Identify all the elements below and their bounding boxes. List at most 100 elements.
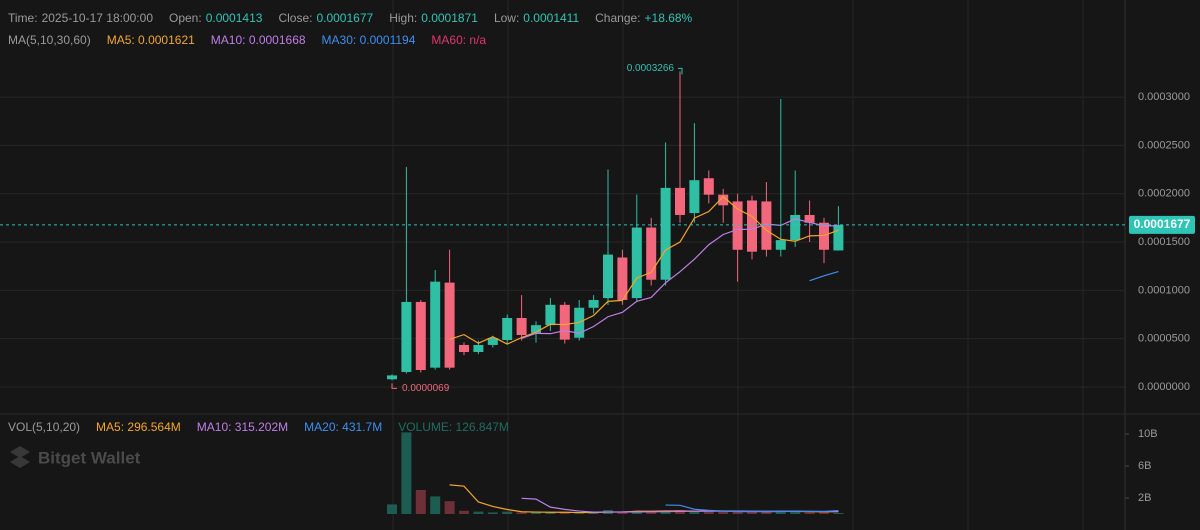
vol-legend: VOL(5,10,20) MA5: 296.564M MA10: 315.202M M…	[8, 420, 509, 434]
volume-bar	[387, 504, 397, 514]
candle-body	[804, 214, 815, 223]
info-value: 0.0001411	[523, 11, 580, 25]
volume-bar	[804, 512, 815, 514]
candle-body	[819, 222, 829, 250]
info-value: 0.0001413	[205, 11, 263, 25]
volume-bar	[473, 511, 484, 514]
volume-bar	[516, 512, 527, 514]
legend-entry: MA10: 315.202M	[196, 420, 289, 434]
min-pointer	[391, 383, 397, 389]
info-item: Change: +18.68%	[595, 11, 692, 25]
info-label: Change:	[595, 11, 641, 25]
ma-line	[521, 218, 839, 340]
candle-body	[747, 200, 757, 252]
candle-body	[487, 338, 498, 345]
volume-bar	[531, 512, 541, 514]
candle-body	[415, 301, 426, 370]
candle-body	[646, 227, 657, 280]
candle-body	[675, 187, 685, 215]
volume-bar	[689, 510, 700, 514]
ma-line	[809, 271, 839, 282]
volume-bar	[675, 510, 685, 514]
volume-bar	[703, 511, 714, 514]
legend-entry: VOLUME: 126.847M	[398, 420, 509, 434]
watermark-logo	[10, 446, 30, 468]
candle-body	[430, 281, 441, 368]
volume-bar	[574, 513, 585, 514]
y-tick-label: 0.0002000	[1138, 188, 1190, 200]
volume-bar	[430, 496, 441, 514]
legend-title: MA(5,10,30,60)	[8, 33, 91, 47]
info-row: Time: 2025-10-17 18:00:00 Open: 0.0001413 Cl…	[8, 11, 692, 25]
info-label: Close:	[278, 11, 313, 25]
info-item: Close: 0.0001677	[278, 11, 373, 25]
info-value: 0.0001677	[316, 11, 374, 25]
candle-body	[545, 304, 556, 326]
y-tick-label: 0.0003000	[1138, 91, 1190, 103]
volume-bar	[761, 511, 772, 514]
info-item: Open: 0.0001413	[169, 11, 262, 25]
volume-bar	[545, 512, 556, 514]
legend-title: VOL(5,10,20)	[8, 420, 81, 434]
candle-body	[703, 178, 714, 195]
candle-body	[516, 317, 527, 336]
candle-body	[732, 201, 743, 250]
volume-bar	[718, 511, 729, 514]
y-tick-label: 0.0002500	[1138, 139, 1190, 151]
annotation: 0.0003266	[627, 63, 675, 74]
volume-bar	[819, 512, 829, 514]
volume-bar	[415, 490, 426, 514]
legend-entry: MA5: 296.564M	[96, 420, 181, 434]
y-tick-label: 0.0000000	[1138, 381, 1190, 393]
y-tick-label: 0.0001500	[1138, 236, 1190, 248]
y-tick-label: 0.0000500	[1138, 333, 1190, 345]
volume-bar	[790, 511, 801, 514]
volume-bar	[401, 432, 412, 514]
last-price-box	[1129, 215, 1195, 234]
candle-body	[761, 201, 772, 250]
y-tick-label: 6B	[1138, 460, 1151, 472]
legend-entry: MA30: 0.0001194	[321, 33, 416, 47]
volume-bar	[502, 511, 513, 514]
info-label: High:	[389, 11, 418, 25]
ma-legend: MA(5,10,30,60) MA5: 0.0001621 MA10: 0.0001…	[8, 33, 486, 47]
volume-bar	[747, 511, 757, 514]
candle-body	[459, 344, 469, 353]
volume-bar	[459, 510, 469, 514]
candle-body	[689, 180, 700, 214]
volume-bar	[487, 512, 498, 514]
candle-body	[603, 254, 613, 299]
info-item: Time: 2025-10-17 18:00:00	[8, 11, 153, 25]
legend-entry: MA20: 431.7M	[304, 420, 383, 434]
annotation: 0.0000069	[402, 383, 450, 394]
volume-bar	[646, 511, 657, 514]
volume-bar	[444, 501, 455, 514]
candle-body	[833, 224, 844, 251]
candle-body	[790, 214, 801, 241]
candle-body	[473, 344, 484, 353]
candle-body	[559, 304, 570, 340]
info-label: Open:	[169, 11, 202, 25]
info-value: 0.0001871	[421, 11, 478, 25]
ma-line	[449, 195, 839, 345]
volume-bar	[617, 511, 628, 514]
legend-entry: MA60: n/a	[431, 33, 487, 47]
candle-body	[617, 257, 628, 301]
candle-body	[775, 240, 786, 250]
info-value: +18.68%	[644, 11, 693, 25]
candle-body	[588, 300, 599, 308]
watermark: Bitget Wallet	[38, 448, 141, 467]
last-price-label: 0.0001677	[1134, 217, 1191, 231]
y-tick-label: 10B	[1138, 428, 1158, 440]
candle-body	[387, 375, 397, 380]
candle-body	[401, 301, 412, 373]
info-label: Low:	[493, 11, 520, 25]
max-pointer	[678, 67, 683, 75]
volume-bar	[732, 511, 743, 514]
y-tick-label: 0.0001000	[1138, 284, 1190, 296]
info-label: Time:	[8, 11, 38, 25]
candle-body	[531, 325, 541, 333]
candle-body	[631, 227, 642, 299]
candle-body	[660, 187, 671, 280]
